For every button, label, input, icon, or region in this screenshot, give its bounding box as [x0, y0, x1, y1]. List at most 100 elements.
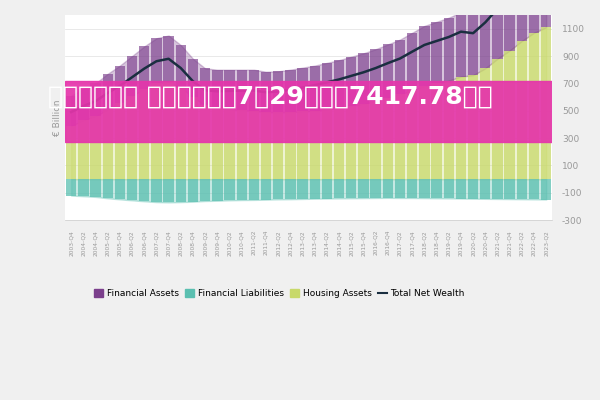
Bar [492, 59, 503, 179]
Bar [431, 83, 442, 179]
Bar [419, 179, 430, 198]
Bar [407, 179, 418, 198]
Bar [529, 179, 539, 199]
Bar [383, 98, 393, 179]
Bar [395, 94, 405, 179]
Bar [224, 109, 235, 179]
Bar [310, 179, 320, 199]
Bar [383, 179, 393, 198]
Bar [188, 179, 198, 202]
Bar [334, 108, 344, 179]
Bar [298, 112, 308, 179]
Bar [188, 59, 198, 97]
Bar [248, 70, 259, 111]
Bar [236, 179, 247, 200]
Bar [322, 109, 332, 179]
Bar [273, 112, 283, 179]
Bar [103, 109, 113, 179]
Bar [91, 116, 101, 179]
Bar [127, 96, 137, 179]
Bar [65, 81, 552, 142]
Bar [91, 179, 101, 197]
Bar [212, 108, 223, 179]
Bar [224, 70, 235, 109]
Bar [91, 83, 101, 116]
Bar [163, 36, 174, 82]
Bar [188, 97, 198, 179]
Bar [103, 179, 113, 198]
Bar [200, 68, 211, 105]
Bar [139, 89, 149, 179]
Bar [541, 0, 551, 27]
Bar [310, 66, 320, 111]
Bar [200, 105, 211, 179]
Bar [443, 179, 454, 198]
Bar [163, 82, 174, 179]
Bar [176, 179, 186, 202]
Bar [480, 179, 490, 199]
Bar [431, 179, 442, 198]
Bar [298, 179, 308, 199]
Bar [212, 70, 223, 108]
Bar [346, 179, 356, 198]
Bar [395, 179, 405, 198]
Bar [529, 33, 539, 179]
Bar [407, 90, 418, 179]
Bar [322, 63, 332, 109]
Bar [505, 50, 515, 179]
Bar [151, 179, 161, 202]
Bar [103, 74, 113, 109]
Bar [443, 18, 454, 81]
Bar [224, 179, 235, 200]
Bar [236, 70, 247, 110]
Bar [468, 75, 478, 179]
Bar [127, 56, 137, 96]
Bar [529, 0, 539, 33]
Bar [431, 22, 442, 83]
Bar [370, 101, 381, 179]
Bar [261, 72, 271, 112]
Bar [127, 179, 137, 200]
Bar [407, 33, 418, 90]
Bar [358, 53, 368, 104]
Bar [370, 49, 381, 101]
Bar [248, 111, 259, 179]
Bar [248, 179, 259, 200]
Bar [66, 126, 76, 179]
Bar [346, 106, 356, 179]
Bar [468, 14, 478, 75]
Bar [151, 38, 161, 83]
Text: 股票配资收费 退中科技将于7月29日解禅7417.78万股: 股票配资收费 退中科技将于7月29日解禅7417.78万股 [49, 84, 493, 138]
Legend: Financial Assets, Financial Liabilities, Housing Assets, Total Net Wealth: Financial Assets, Financial Liabilities,… [91, 286, 469, 302]
Bar [419, 86, 430, 179]
Bar [456, 12, 466, 76]
Bar [358, 104, 368, 179]
Bar [261, 112, 271, 179]
Bar [115, 102, 125, 179]
Bar [115, 179, 125, 199]
Bar [236, 110, 247, 179]
Bar [492, 179, 503, 199]
Bar [517, 41, 527, 179]
Bar [139, 46, 149, 89]
Bar [310, 111, 320, 179]
Bar [541, 179, 551, 200]
Bar [66, 96, 76, 126]
Bar [505, 179, 515, 199]
Bar [505, 0, 515, 50]
Bar [383, 44, 393, 98]
Bar [298, 68, 308, 112]
Bar [176, 88, 186, 179]
Bar [115, 66, 125, 102]
Bar [443, 81, 454, 179]
Bar [480, 68, 490, 179]
Bar [395, 40, 405, 94]
Bar [517, 0, 527, 41]
Bar [200, 179, 211, 201]
Bar [78, 120, 89, 179]
Bar [492, 0, 503, 59]
Bar [78, 179, 89, 196]
Bar [370, 179, 381, 198]
Bar [346, 57, 356, 106]
Bar [273, 71, 283, 112]
